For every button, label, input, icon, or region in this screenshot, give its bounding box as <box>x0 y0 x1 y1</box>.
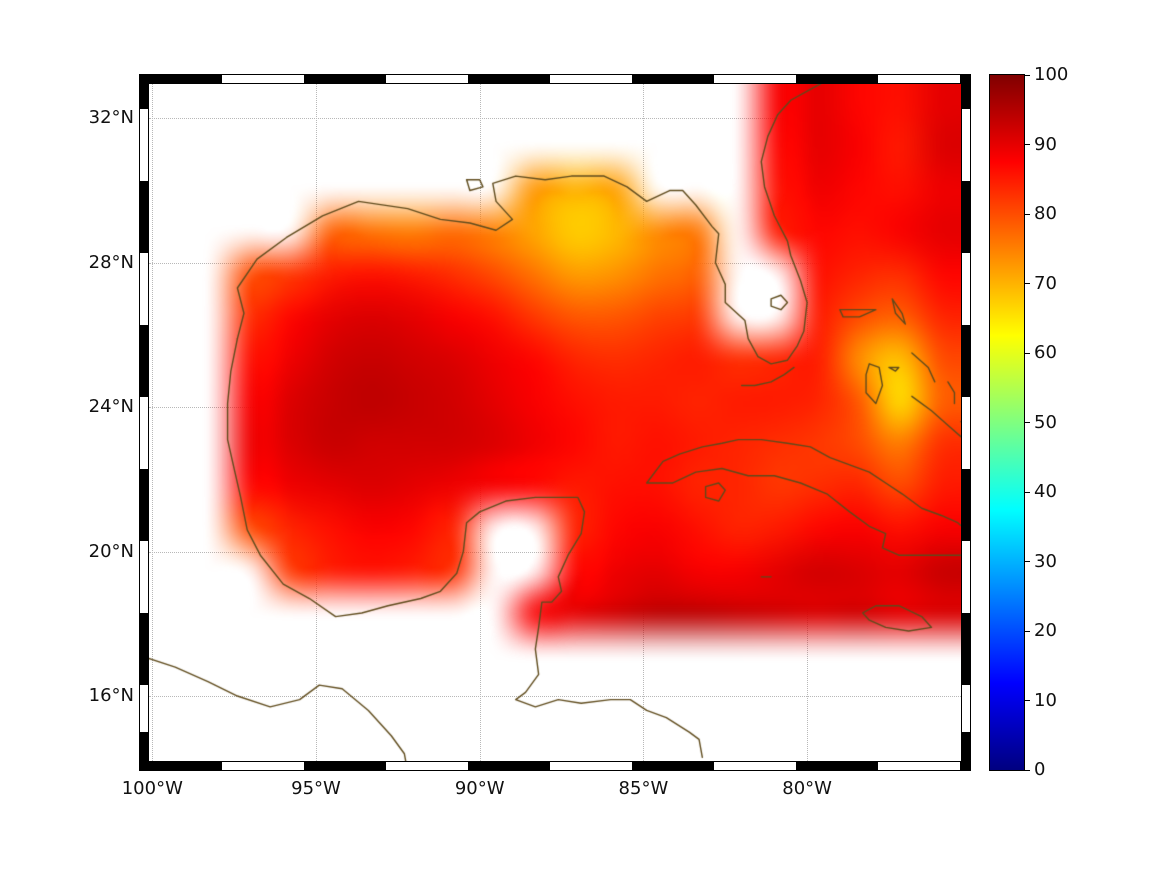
colorbar-tick <box>1025 144 1030 145</box>
colorbar-tick <box>1025 213 1030 215</box>
heatmap-canvas <box>149 84 961 761</box>
colorbar <box>989 74 1025 771</box>
y-tick-label: 20°N <box>88 540 134 562</box>
x-tick-label: 90°W <box>454 778 505 799</box>
colorbar-tick <box>1025 491 1030 493</box>
map-area <box>149 84 961 761</box>
colorbar-tick <box>1025 700 1030 701</box>
colorbar-tick-label: 90 <box>1034 133 1057 155</box>
colorbar-tick-label: 40 <box>1034 481 1057 503</box>
colorbar-tick <box>1025 769 1030 771</box>
colorbar-tick-label: 20 <box>1034 620 1057 642</box>
x-tick-label: 80°W <box>782 778 832 799</box>
colorbar-tick-label: 60 <box>1034 342 1057 364</box>
colorbar-tick <box>1025 422 1030 423</box>
colorbar-tick <box>1025 561 1030 562</box>
colorbar-tick-label: 70 <box>1034 272 1057 294</box>
x-tick-label: 85°W <box>618 778 669 799</box>
colorbar-tick <box>1025 74 1030 76</box>
x-tick-label: 100°W <box>121 778 183 799</box>
y-tick-label: 16°N <box>88 685 134 707</box>
colorbar-gradient <box>990 75 1024 770</box>
y-tick-label: 28°N <box>88 251 134 273</box>
colorbar-tick-label: 0 <box>1034 759 1046 781</box>
frame-border-bottom <box>140 761 970 770</box>
frame-border-top <box>140 75 970 84</box>
map-frame <box>139 74 971 771</box>
colorbar-tick <box>1025 352 1030 354</box>
x-tick-label: 95°W <box>291 778 341 799</box>
frame-border-right <box>961 75 970 770</box>
colorbar-tick-label: 100 <box>1034 64 1069 86</box>
colorbar-tick-label: 30 <box>1034 550 1057 572</box>
colorbar-tick-label: 80 <box>1034 203 1057 225</box>
y-tick-label: 32°N <box>88 107 134 129</box>
y-tick-label: 24°N <box>88 396 134 418</box>
colorbar-tick-label: 50 <box>1034 411 1057 433</box>
colorbar-tick <box>1025 630 1030 632</box>
frame-border-left <box>140 75 149 770</box>
colorbar-tick <box>1025 283 1030 284</box>
colorbar-tick-label: 10 <box>1034 689 1057 711</box>
